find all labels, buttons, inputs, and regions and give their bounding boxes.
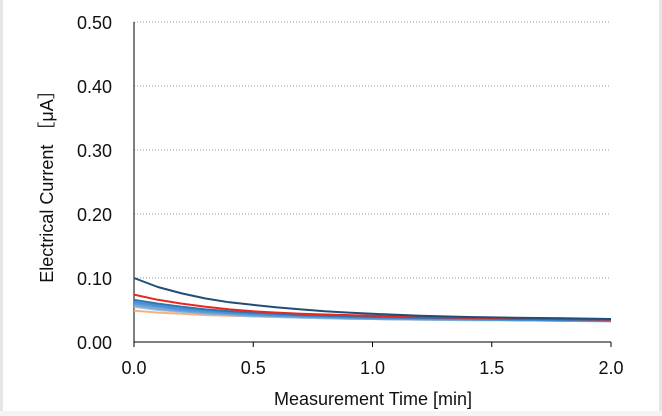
axes [133, 22, 612, 347]
y-axis-label: Electrical Current ［μA］ [37, 81, 57, 282]
y-tick-label: 0.50 [77, 13, 112, 33]
y-tick-label: 0.30 [77, 141, 112, 161]
x-tick-label: 0.0 [121, 358, 146, 378]
x-tick-label: 1.5 [479, 358, 504, 378]
x-tick-label: 0.5 [241, 358, 266, 378]
line-chart: 0.00 0.10 0.20 0.30 0.40 0.50 0.0 0.5 1.0 1.5 2.0… [37, 13, 624, 409]
x-tick-label: 1.0 [360, 358, 385, 378]
x-tick-labels: 0.0 0.5 1.0 1.5 2.0 [121, 358, 623, 378]
y-tick-labels: 0.00 0.10 0.20 0.30 0.40 0.50 [77, 13, 112, 353]
y-tick-label: 0.20 [77, 205, 112, 225]
gridlines [134, 21, 611, 279]
y-tick-label: 0.40 [77, 77, 112, 97]
data-series [133, 277, 612, 323]
y-tick-label: 0.00 [77, 333, 112, 353]
x-tick-label: 2.0 [598, 358, 623, 378]
x-axis-label: Measurement Time [min] [274, 389, 472, 409]
series-line-1 [133, 277, 612, 320]
y-tick-label: 0.10 [77, 269, 112, 289]
